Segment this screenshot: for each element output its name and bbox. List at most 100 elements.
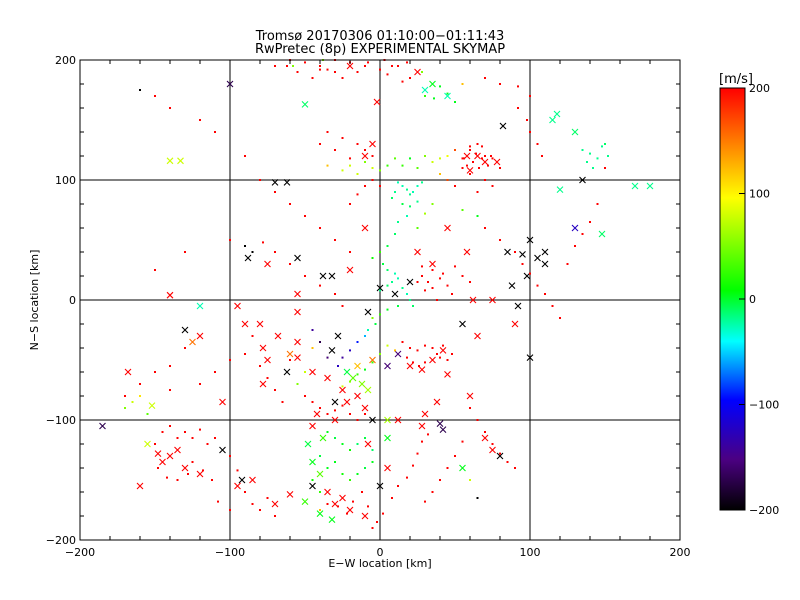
dot-point-186 [161, 431, 164, 433]
dot-point-205 [259, 509, 261, 511]
dot-point-204 [251, 503, 254, 505]
dot-point-281 [514, 467, 516, 469]
cross-point-5 [294, 254, 301, 262]
dot-point-280 [506, 461, 509, 463]
dot-point-29 [529, 95, 531, 97]
dot-point-208 [229, 509, 231, 511]
dot-point-51 [431, 161, 434, 163]
dot-point-199 [202, 469, 204, 472]
dot-point-42 [364, 161, 366, 163]
colorbar-ticks: 200 100 0 −100 −200 [739, 82, 779, 517]
dot-point-224 [289, 359, 291, 361]
dot-point-270 [601, 145, 603, 148]
dot-point-187 [169, 425, 171, 427]
cross-point-3 [283, 179, 291, 186]
dot-point-45 [386, 164, 389, 167]
y-tick-label-4: 200 [55, 54, 76, 67]
dot-point-295 [406, 476, 408, 479]
dot-point-90 [382, 263, 384, 265]
dot-point-16 [409, 77, 411, 79]
dot-point-56 [469, 149, 471, 151]
cross-point-58 [444, 371, 451, 378]
dot-point-71 [416, 227, 419, 229]
cross-point-37 [331, 416, 339, 424]
cross-point-61 [421, 410, 429, 418]
cross-point-100 [631, 182, 639, 190]
dot-point-227 [311, 347, 314, 349]
dot-point-58 [484, 155, 486, 157]
dot-point-81 [401, 203, 404, 205]
dot-point-321 [526, 119, 528, 121]
dot-point-127 [442, 344, 444, 347]
cross-point-135 [364, 440, 372, 448]
dot-point-4 [334, 71, 336, 73]
cross-point-82 [364, 308, 372, 316]
dot-point-32 [341, 137, 344, 139]
dot-point-64 [491, 185, 494, 187]
dot-point-306 [475, 152, 477, 155]
dot-point-223 [281, 401, 284, 403]
dot-point-309 [487, 164, 489, 167]
cross-point-111 [429, 260, 436, 268]
grid-lines [80, 60, 680, 540]
dot-point-117 [454, 265, 456, 268]
dot-point-78 [421, 181, 423, 184]
cross-point-49 [364, 386, 372, 394]
cross-point-67 [489, 446, 496, 454]
cross-point-48 [358, 380, 366, 388]
dot-point-84 [406, 215, 408, 217]
dot-point-287 [424, 500, 426, 503]
dot-point-312 [490, 155, 492, 157]
dot-point-24 [424, 95, 426, 97]
dot-point-109 [439, 277, 441, 280]
dot-point-303 [319, 65, 321, 67]
cross-point-42 [369, 416, 376, 424]
cross-point-89 [534, 254, 541, 262]
dot-point-104 [371, 317, 374, 319]
dot-point-12 [326, 68, 329, 71]
cross-point-88 [489, 296, 496, 304]
cross-point-112 [361, 224, 369, 232]
cross-point-38 [313, 410, 321, 418]
dot-point-256 [529, 272, 531, 275]
dot-point-210 [124, 407, 126, 409]
cross-point-132 [264, 260, 271, 268]
dot-point-23 [454, 101, 456, 103]
dot-point-191 [199, 428, 201, 431]
cross-point-75 [274, 332, 282, 340]
cross-point-98 [579, 176, 586, 184]
dot-point-283 [454, 455, 456, 457]
dot-point-161 [326, 431, 329, 433]
dot-point-156 [334, 409, 336, 412]
dot-point-8 [386, 73, 389, 76]
dot-point-93 [397, 277, 399, 280]
dot-point-225 [296, 383, 299, 385]
dot-point-215 [199, 383, 201, 385]
cross-point-78 [324, 374, 331, 382]
dot-point-140 [349, 380, 351, 383]
cross-point-141 [481, 158, 489, 166]
dot-point-35 [371, 155, 374, 157]
dot-point-192 [206, 443, 209, 445]
dot-point-169 [326, 467, 329, 469]
dot-point-211 [131, 401, 134, 403]
y-axis-label: N−S location [km] [28, 250, 41, 351]
cross-point-125 [414, 68, 421, 76]
cross-point-11 [181, 326, 189, 334]
y-tick-label-2: 0 [69, 294, 76, 307]
cross-point-109 [444, 224, 451, 232]
cross-point-51 [369, 356, 376, 364]
cross-point-9 [148, 402, 156, 409]
dot-point-79 [394, 191, 396, 193]
dot-point-189 [184, 431, 186, 433]
dot-point-221 [266, 377, 269, 379]
dot-point-157 [341, 404, 344, 407]
dot-point-133 [424, 361, 426, 364]
dot-point-230 [229, 239, 231, 241]
dot-point-141 [341, 385, 344, 388]
dot-point-178 [326, 503, 329, 505]
dot-point-237 [319, 284, 321, 287]
dot-point-85 [397, 221, 399, 223]
dot-point-98 [406, 293, 408, 295]
cross-point-43 [376, 482, 384, 490]
